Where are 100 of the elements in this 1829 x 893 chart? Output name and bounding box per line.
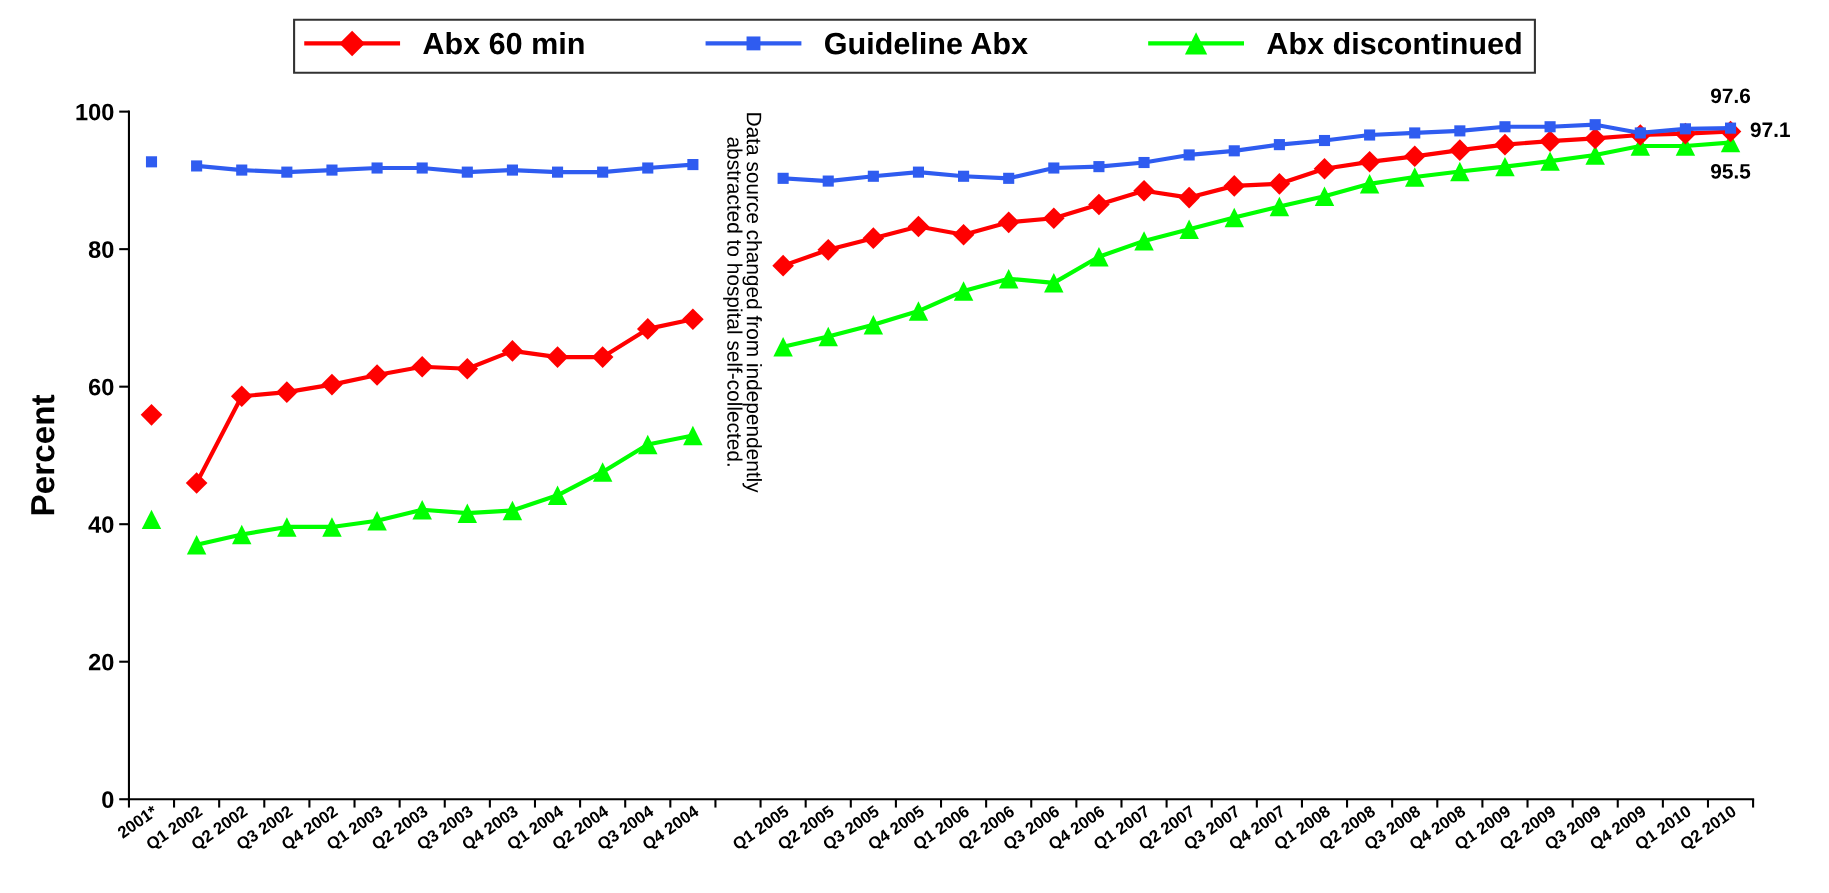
point xyxy=(1540,151,1560,171)
point xyxy=(140,404,163,426)
point xyxy=(185,472,208,494)
point xyxy=(953,281,974,301)
point xyxy=(321,373,343,396)
point xyxy=(1228,145,1240,157)
point xyxy=(912,166,925,178)
y-tick-label: 100 xyxy=(76,103,114,121)
point xyxy=(638,434,658,455)
point xyxy=(1088,193,1110,216)
point xyxy=(1359,174,1380,194)
point xyxy=(501,340,524,362)
point xyxy=(817,239,840,261)
point xyxy=(1449,139,1471,161)
point xyxy=(1499,121,1511,133)
annotation: Data source changed from independently abstracted to hospital self-collected. xyxy=(723,113,762,493)
annotation: 97.6 xyxy=(1710,88,1751,104)
point xyxy=(998,268,1019,289)
point xyxy=(416,162,428,174)
point xyxy=(597,166,609,178)
point xyxy=(907,215,930,238)
point xyxy=(145,156,158,168)
point xyxy=(818,326,838,347)
point xyxy=(546,346,569,368)
point xyxy=(411,355,433,378)
point xyxy=(1544,121,1556,133)
point xyxy=(1183,149,1195,161)
point xyxy=(1450,161,1470,182)
point xyxy=(461,166,473,178)
point xyxy=(777,172,789,184)
point xyxy=(366,364,388,386)
legend-label: Guideline Abx xyxy=(825,31,1028,55)
point xyxy=(1318,134,1331,147)
point xyxy=(322,517,342,537)
point xyxy=(997,211,1020,234)
legend-label: Abx discontinued xyxy=(1267,31,1521,55)
y-tick-label: 40 xyxy=(88,516,114,533)
point xyxy=(683,425,703,446)
point xyxy=(1403,145,1426,168)
point xyxy=(1585,145,1605,165)
point xyxy=(367,511,387,531)
point xyxy=(682,308,704,331)
point xyxy=(277,517,297,537)
y-axis-title: Percent xyxy=(31,394,55,515)
legend-label: Abx 60 min xyxy=(423,31,584,55)
point xyxy=(822,175,834,187)
point xyxy=(863,315,884,335)
point xyxy=(1093,161,1105,173)
point xyxy=(1364,129,1376,141)
y-tick-label: 20 xyxy=(88,653,114,671)
point xyxy=(141,509,162,530)
point xyxy=(591,346,614,368)
point xyxy=(772,254,794,277)
point xyxy=(457,503,478,523)
point xyxy=(1539,130,1561,152)
point xyxy=(1179,219,1199,239)
point xyxy=(232,524,252,545)
point xyxy=(1224,207,1244,228)
point xyxy=(687,159,699,171)
point xyxy=(1454,125,1466,137)
point xyxy=(1089,246,1109,267)
point xyxy=(1313,157,1336,180)
point xyxy=(862,227,885,249)
point xyxy=(1048,162,1060,174)
point xyxy=(551,166,564,178)
point xyxy=(642,162,654,174)
point xyxy=(1405,167,1425,187)
y-tick-label: 80 xyxy=(88,241,114,258)
point xyxy=(1178,186,1200,209)
point xyxy=(191,160,203,172)
point xyxy=(773,337,793,357)
point xyxy=(952,223,975,246)
point xyxy=(186,535,207,555)
point xyxy=(1495,156,1515,177)
point xyxy=(1358,151,1381,173)
y-tick-label: 60 xyxy=(88,378,114,396)
point xyxy=(1223,175,1246,197)
point xyxy=(1138,156,1150,169)
point xyxy=(1268,173,1291,195)
point xyxy=(1589,119,1601,131)
point xyxy=(412,500,432,520)
point xyxy=(1133,179,1155,202)
point xyxy=(1273,139,1285,151)
point xyxy=(592,462,613,482)
point xyxy=(1584,127,1606,150)
point xyxy=(636,318,659,340)
point xyxy=(276,381,298,403)
point xyxy=(371,162,383,174)
point xyxy=(1043,207,1065,230)
point xyxy=(230,385,253,408)
point xyxy=(326,164,338,176)
point xyxy=(958,170,970,182)
point xyxy=(908,301,929,321)
point xyxy=(506,164,518,176)
point xyxy=(502,500,523,521)
annotation: 95.5 xyxy=(1710,163,1751,179)
y-tick-label: 0 xyxy=(102,791,114,809)
point xyxy=(1314,186,1335,206)
point xyxy=(867,170,879,182)
point xyxy=(1494,133,1516,156)
